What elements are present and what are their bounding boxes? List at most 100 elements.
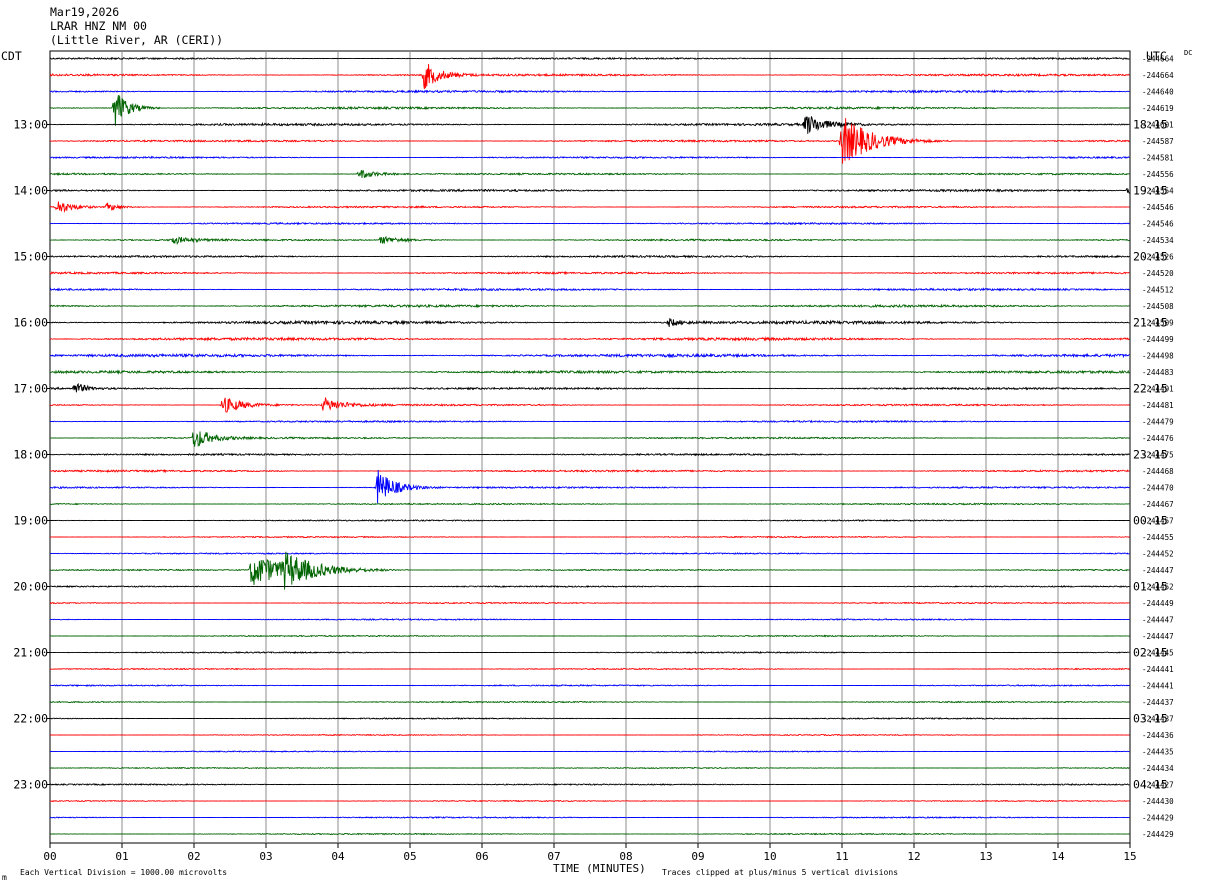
- dc-offset-label: -244534: [1142, 236, 1174, 245]
- dc-offset-labels: -244664 -244664 -244640 -244619 -244601 -2445…: [1142, 55, 1174, 840]
- dc-offset-label: -244429: [1142, 814, 1174, 823]
- dc-offset-label: -244455: [1142, 533, 1174, 542]
- dc-offset-label: -244512: [1142, 286, 1174, 295]
- trace-row: [49, 155, 1130, 160]
- trace-row: [49, 63, 1130, 90]
- trace-row: [49, 287, 1130, 292]
- trace-row: [49, 254, 1130, 259]
- trace-row: [49, 551, 1130, 590]
- right-hour-label: 18:15: [1133, 118, 1168, 132]
- dc-offset-label: -244526: [1142, 253, 1174, 262]
- left-hour-label: 18:00: [13, 448, 48, 462]
- trace-row: [49, 270, 1130, 276]
- dc-offset-label: -244452: [1142, 583, 1174, 592]
- dc-offset-label: -244427: [1142, 781, 1174, 790]
- dc-offset-label: -244491: [1142, 385, 1174, 394]
- right-hour-label: 20:15: [1133, 250, 1168, 264]
- dc-offset-label: -244664: [1142, 71, 1174, 80]
- right-hour-label: 04:15: [1133, 778, 1168, 792]
- trace-row: [49, 750, 1130, 753]
- left-hour-label: 21:00: [13, 646, 48, 660]
- right-hour-label: 22:15: [1133, 382, 1168, 396]
- trace-row: [49, 303, 1130, 309]
- dc-offset-label: -244467: [1142, 500, 1174, 509]
- dc-offset-label: -244640: [1142, 88, 1174, 97]
- x-tick-label: 14: [1051, 850, 1065, 863]
- x-tick-label: 10: [763, 850, 776, 863]
- trace-row: [49, 419, 1130, 424]
- dc-offset-label: -244457: [1142, 517, 1174, 526]
- hour-labels: 13:00 14:00 15:00 16:00 17:00 18:00 19:00 20:00…: [13, 118, 1167, 792]
- dc-offset-label: -244470: [1142, 484, 1174, 493]
- clipping-note: Traces clipped at plus/minus 5 vertical …: [662, 868, 899, 877]
- x-tick-label: 01: [115, 850, 128, 863]
- dc-offset-label: -244452: [1142, 550, 1174, 559]
- trace-row: [49, 469, 1130, 504]
- trace-row: [49, 56, 1130, 61]
- trace-row: [49, 235, 1130, 246]
- x-tick-label: 06: [475, 850, 488, 863]
- trace-row: [49, 617, 1130, 621]
- right-hour-label: 03:15: [1133, 712, 1168, 726]
- dc-offset-label: -244441: [1142, 665, 1174, 674]
- trace-row: [49, 396, 1130, 413]
- dc-offset-label: -244581: [1142, 154, 1174, 163]
- trace-row: [49, 519, 1130, 523]
- x-axis-ticks: 00 01 02 03 04 05 06 07 08 09 10 11 12 13 14 15: [43, 843, 1137, 863]
- x-tick-label: 08: [619, 850, 632, 863]
- trace-row: [50, 552, 1130, 555]
- x-tick-label: 05: [403, 850, 416, 863]
- dc-offset-label: -244546: [1142, 203, 1174, 212]
- trace-row: [49, 336, 1130, 342]
- seismic-traces: [49, 56, 1130, 836]
- right-hour-label: 21:15: [1133, 316, 1168, 330]
- trace-row: [49, 667, 1130, 671]
- trace-row: [50, 221, 1130, 226]
- dc-offset-label: -244546: [1142, 220, 1174, 229]
- left-hour-label: 19:00: [13, 514, 48, 528]
- right-hour-label: 02:15: [1133, 646, 1168, 660]
- left-hour-label: 17:00: [13, 382, 48, 396]
- dc-offset-label: -244483: [1142, 368, 1174, 377]
- trace-row: [49, 502, 1130, 506]
- trace-row: [49, 201, 1130, 213]
- dc-offset-label: -244476: [1142, 434, 1174, 443]
- trace-row: [49, 382, 1130, 393]
- trace-row: [49, 318, 1130, 327]
- trace-row: [49, 468, 1130, 474]
- trace-row: [49, 782, 1130, 786]
- trace-row: [50, 650, 1130, 655]
- dc-offset-label: -244436: [1142, 731, 1174, 740]
- trace-row: [49, 89, 1130, 94]
- left-hour-label: 13:00: [13, 118, 48, 132]
- dc-offset-label: -244437: [1142, 715, 1174, 724]
- dc-offset-label: -244509: [1142, 319, 1174, 328]
- trace-row: [49, 733, 1130, 737]
- x-tick-label: 03: [259, 850, 272, 863]
- dc-offset-label: -244468: [1142, 467, 1174, 476]
- trace-row: [49, 584, 1130, 588]
- x-axis-title: TIME (MINUTES): [553, 862, 646, 875]
- dc-offset-label: -244447: [1142, 566, 1174, 575]
- dc-offset-label: -244508: [1142, 302, 1174, 311]
- x-tick-label: 13: [979, 850, 992, 863]
- trace-row: [50, 684, 1130, 688]
- dc-offset-label: -244498: [1142, 352, 1174, 361]
- right-hour-label: 19:15: [1133, 184, 1168, 198]
- station-code: LRAR HNZ NM 00: [50, 19, 147, 33]
- dc-offset-label: -244447: [1142, 616, 1174, 625]
- dc-offset-label: -244601: [1142, 121, 1174, 130]
- corner-mark: m: [2, 873, 7, 882]
- trace-row: [49, 352, 1130, 359]
- trace-row: [49, 169, 1130, 178]
- trace-row: [49, 601, 1130, 605]
- trace-row: [49, 431, 1130, 448]
- x-tick-label: 11: [835, 850, 848, 863]
- right-timezone-label: UTC: [1146, 49, 1167, 63]
- left-hour-label: 23:00: [13, 778, 48, 792]
- x-tick-label: 04: [331, 850, 345, 863]
- right-hour-label: 00:15: [1133, 514, 1168, 528]
- minute-gridlines: [121, 51, 1059, 843]
- x-tick-label: 09: [691, 850, 704, 863]
